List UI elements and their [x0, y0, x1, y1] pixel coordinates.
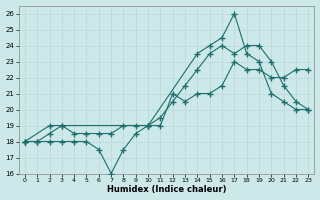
X-axis label: Humidex (Indice chaleur): Humidex (Indice chaleur)	[107, 185, 226, 194]
